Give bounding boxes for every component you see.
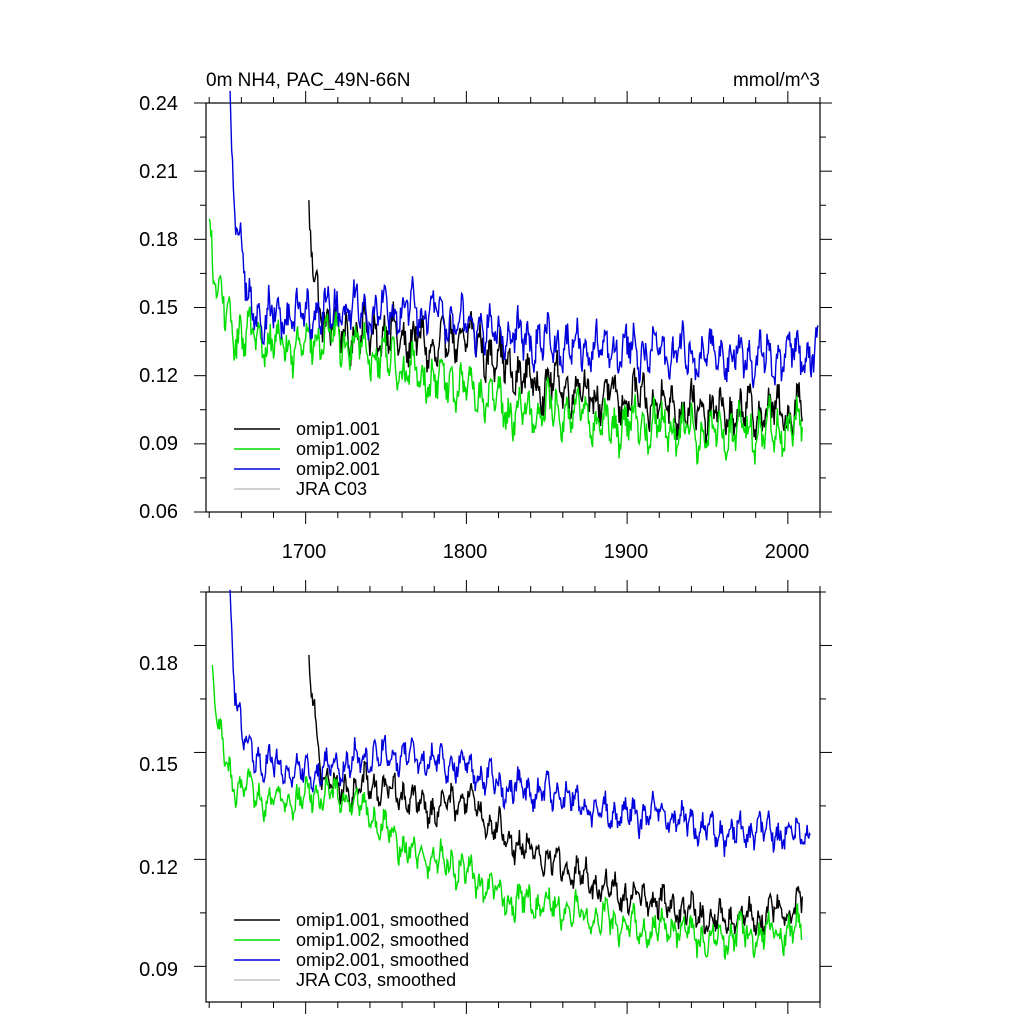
bottom-axis-ticks (194, 580, 832, 1014)
legend-label: omip2.001 (296, 459, 380, 479)
top-xtick-label: 2000 (765, 541, 810, 563)
top-xtick-label: 1700 (282, 541, 327, 563)
top-ytick-label: 0.18 (139, 229, 178, 251)
top-ytick-label: 0.15 (139, 297, 178, 319)
bottom-series-group (211, 589, 811, 960)
top-series-omip1-002 (208, 218, 803, 466)
legend-label: omip1.001 (296, 419, 380, 439)
top-axis-ticks (194, 91, 832, 524)
legend-label: omip1.002, smoothed (296, 930, 469, 950)
bottom-ytick-label: 0.09 (139, 959, 178, 981)
top-series-omip1-001 (308, 200, 803, 448)
top-ytick-label: 0.12 (139, 365, 178, 387)
top-legend: omip1.001 omip1.002 omip2.001 JRA C03 (234, 419, 380, 499)
top-ytick-label: 0.24 (139, 93, 178, 115)
top-xtick-label: 1800 (443, 541, 488, 563)
legend-label: JRA C03 (296, 479, 367, 499)
top-series-group (208, 90, 819, 466)
legend-label: omip2.001, smoothed (296, 950, 469, 970)
bottom-plot-frame (205, 591, 821, 1003)
bottom-series-omip2-001 (229, 589, 811, 857)
top-chart-title: 0m NH4, PAC_49N-66N (206, 70, 411, 91)
top-xtick-label: 1900 (604, 541, 649, 563)
bottom-panel: 0.09 0.12 0.15 0.18 omip1.001, smoothed … (139, 580, 832, 1014)
top-ytick-label: 0.21 (139, 161, 178, 183)
bottom-ytick-label: 0.15 (139, 754, 178, 776)
bottom-ytick-label: 0.18 (139, 653, 178, 675)
legend-label: omip1.001, smoothed (296, 910, 469, 930)
legend-label: JRA C03, smoothed (296, 970, 456, 990)
top-chart-units: mmol/m^3 (733, 70, 820, 91)
bottom-series-omip1-002 (211, 664, 803, 960)
bottom-series-omip1-001 (308, 654, 803, 936)
top-ytick-label: 0.09 (139, 433, 178, 455)
top-series-omip2-001 (229, 90, 819, 389)
bottom-legend: omip1.001, smoothed omip1.002, smoothed … (234, 910, 469, 990)
legend-label: omip1.002 (296, 439, 380, 459)
top-panel: 0m NH4, PAC_49N-66N mmol/m^3 0.06 0.09 0… (139, 70, 832, 563)
bottom-ytick-label: 0.12 (139, 857, 178, 879)
top-ytick-label: 0.06 (139, 501, 178, 523)
